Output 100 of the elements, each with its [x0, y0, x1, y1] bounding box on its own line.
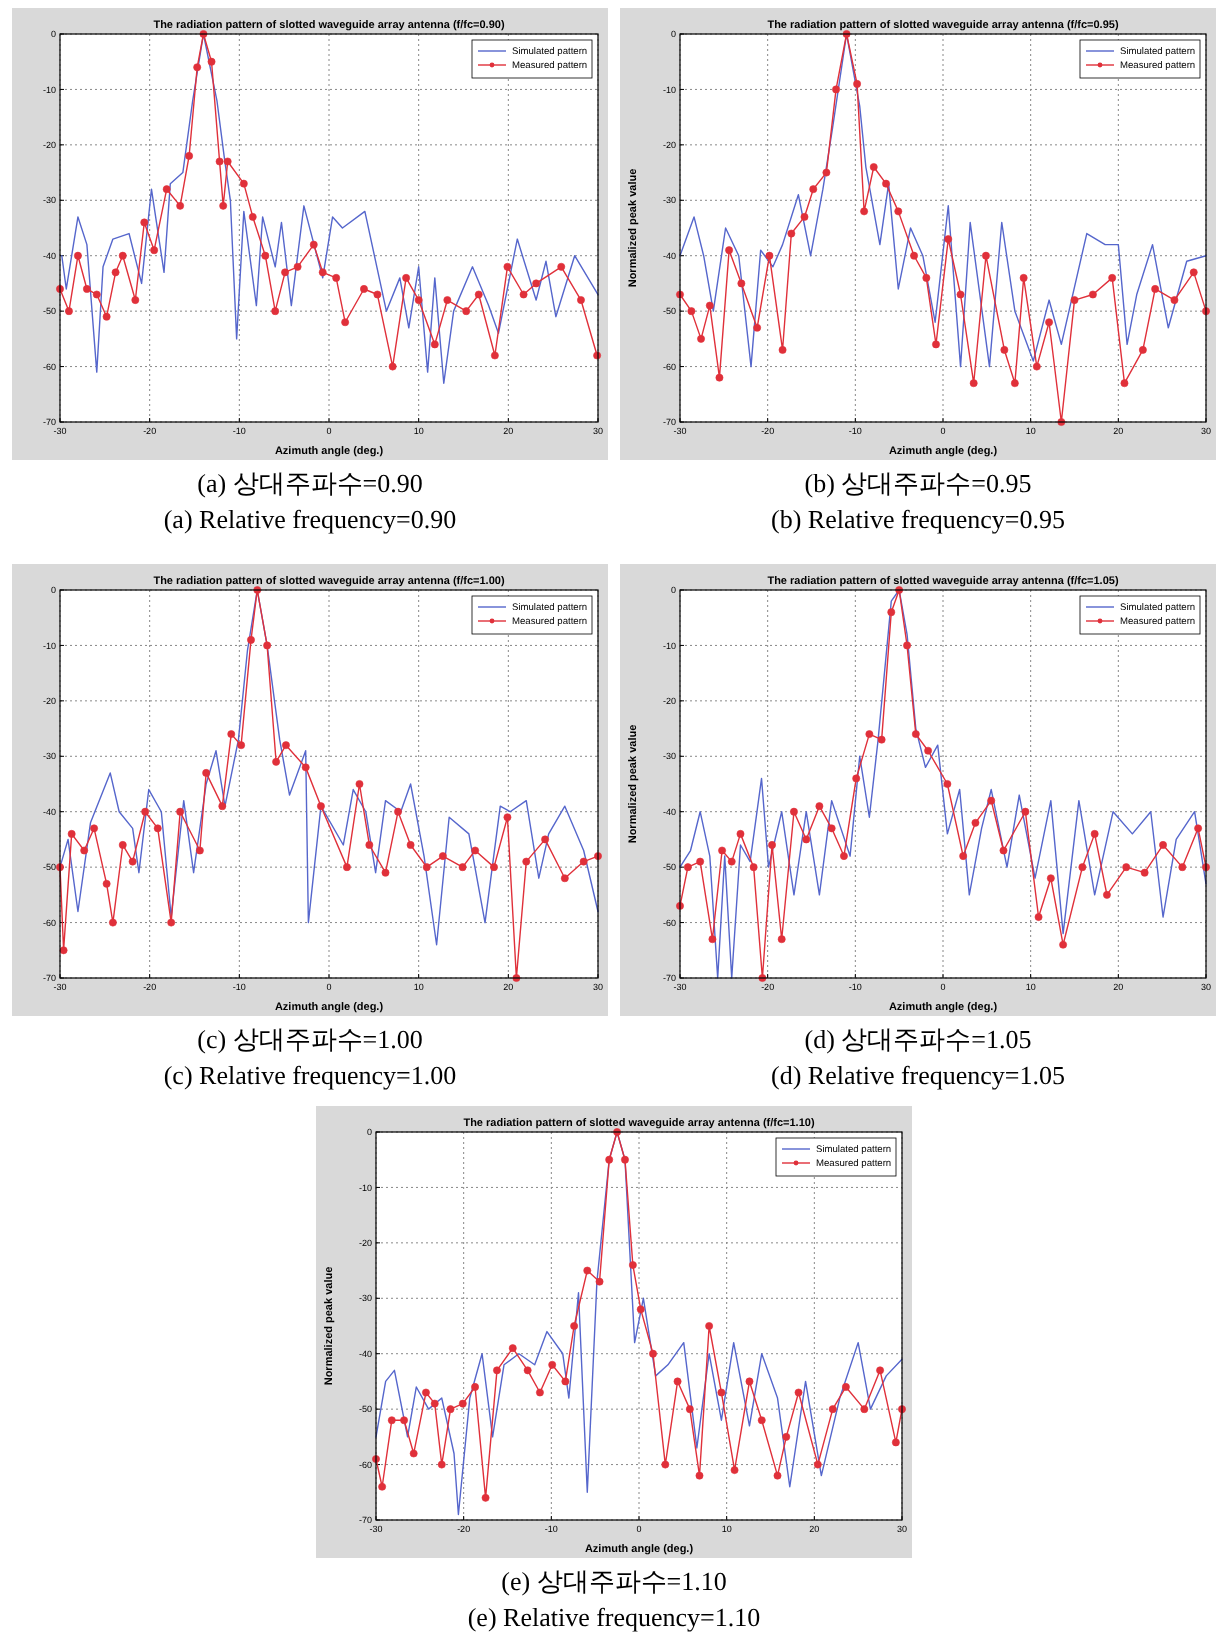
text: (d) 상대주파수=1.05 — [804, 1024, 1032, 1054]
point — [1045, 318, 1053, 327]
point — [195, 846, 204, 855]
point — [882, 179, 890, 188]
point — [387, 1416, 396, 1425]
point — [176, 807, 185, 816]
point — [67, 829, 76, 838]
point — [131, 296, 140, 304]
point — [840, 852, 848, 860]
point — [536, 1388, 544, 1397]
point — [394, 807, 402, 816]
point — [207, 57, 216, 66]
text: (a) 상대주파수=0.90 — [197, 468, 423, 498]
point — [272, 757, 280, 766]
point — [887, 608, 896, 617]
point — [193, 63, 202, 72]
point — [1019, 273, 1028, 282]
point — [730, 1466, 739, 1475]
point — [636, 1305, 645, 1314]
text: (c) 상대주파수=1.00 — [197, 1024, 423, 1054]
point — [237, 741, 246, 750]
point — [153, 824, 162, 833]
point — [493, 1366, 501, 1375]
point — [548, 1360, 557, 1369]
point — [782, 1432, 791, 1441]
point — [65, 307, 73, 316]
point — [778, 346, 787, 354]
point — [1194, 824, 1203, 833]
text: (c) Relative frequency=1.00 — [163, 1060, 457, 1090]
point — [708, 935, 717, 944]
point — [605, 1155, 614, 1164]
point — [749, 863, 758, 872]
point — [438, 852, 447, 860]
point — [162, 185, 171, 194]
point — [227, 730, 236, 739]
point — [802, 835, 811, 844]
point — [282, 741, 290, 750]
point — [343, 863, 351, 872]
point — [903, 641, 911, 650]
point — [718, 846, 726, 855]
point — [773, 1471, 782, 1480]
point — [446, 1405, 455, 1414]
point — [959, 852, 968, 860]
point — [557, 262, 566, 271]
point — [800, 213, 809, 221]
point — [1120, 379, 1129, 388]
point — [1089, 290, 1097, 299]
point — [332, 273, 341, 282]
point — [696, 857, 705, 866]
point — [777, 935, 786, 944]
point — [595, 1277, 604, 1286]
point — [673, 1377, 682, 1386]
point — [1178, 863, 1187, 872]
point — [982, 251, 990, 260]
point — [532, 279, 541, 288]
point — [1000, 346, 1009, 354]
point — [987, 796, 996, 805]
point — [745, 1377, 754, 1386]
point — [841, 1383, 850, 1391]
point — [705, 301, 714, 310]
point — [649, 1349, 657, 1358]
point — [360, 285, 368, 293]
text: (b) Relative frequency=0.95 — [770, 504, 1066, 534]
point — [400, 1416, 408, 1425]
point — [999, 846, 1008, 855]
point — [943, 780, 952, 788]
point — [508, 1344, 517, 1353]
point — [860, 207, 868, 216]
point — [1034, 913, 1043, 921]
point — [944, 235, 953, 243]
point — [1189, 268, 1198, 277]
point — [1108, 273, 1117, 282]
point — [579, 857, 588, 866]
point — [736, 829, 745, 838]
point — [715, 373, 724, 382]
point — [1070, 296, 1079, 304]
point — [894, 207, 903, 216]
point — [247, 635, 255, 644]
point — [1159, 841, 1167, 849]
point — [218, 802, 227, 811]
point — [83, 285, 91, 293]
point — [481, 1493, 490, 1502]
point — [406, 841, 415, 849]
point — [583, 1266, 592, 1275]
point — [737, 279, 746, 288]
point — [695, 1471, 704, 1480]
point — [378, 1482, 387, 1491]
point — [443, 296, 452, 304]
point — [309, 240, 318, 249]
point — [317, 802, 325, 811]
point — [414, 296, 423, 304]
text: (e) 상대주파수=1.10 — [501, 1566, 727, 1596]
point — [1059, 940, 1067, 949]
point — [876, 1366, 884, 1375]
point — [822, 168, 831, 177]
point — [911, 730, 920, 739]
line-series — [676, 30, 1210, 426]
point — [891, 1438, 900, 1447]
point — [118, 841, 127, 849]
point — [621, 1155, 629, 1164]
